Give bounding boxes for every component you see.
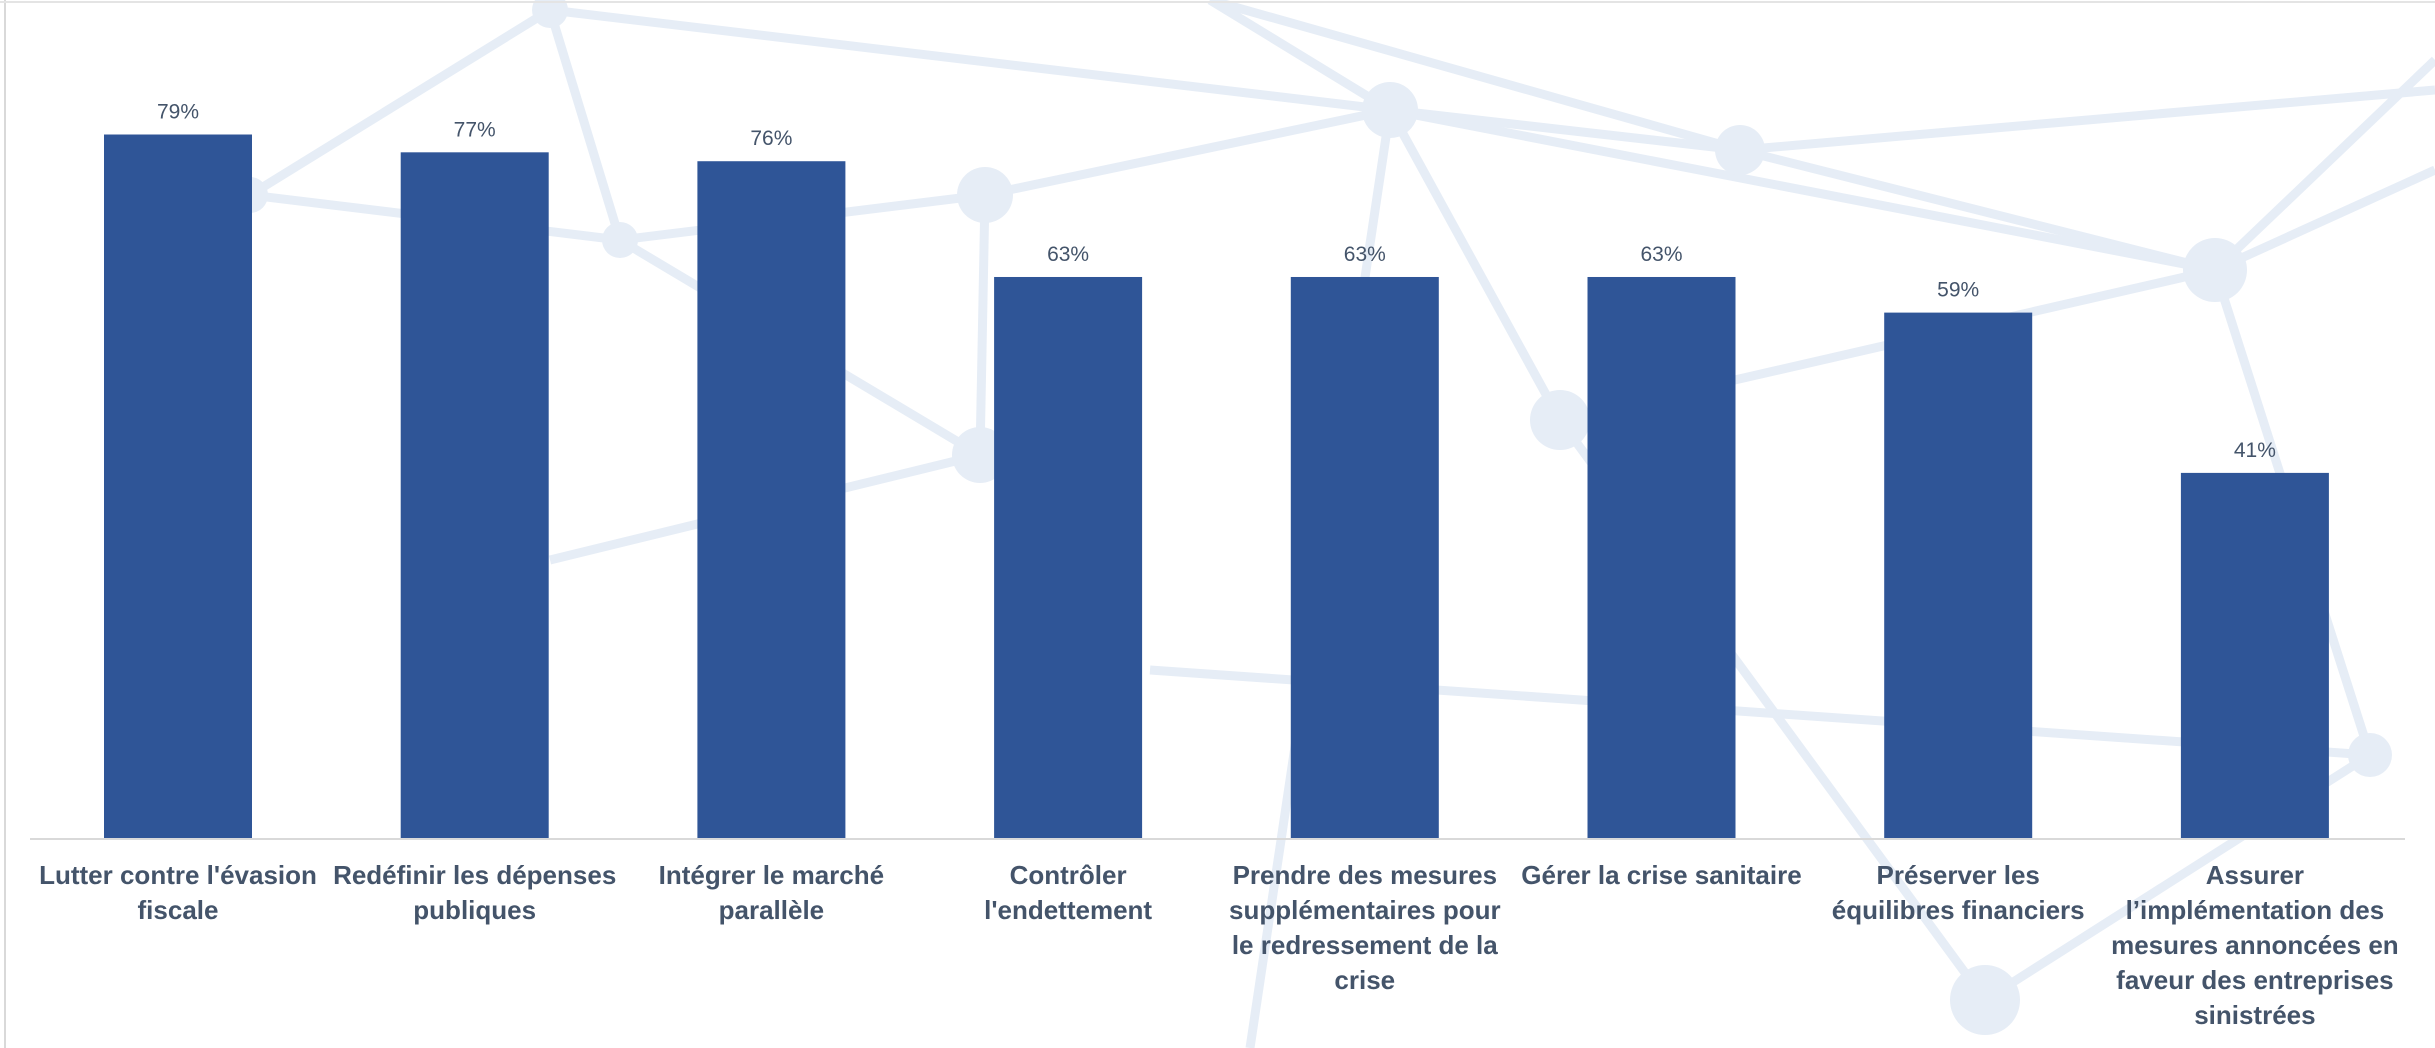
value-label: 79% xyxy=(157,101,199,124)
value-label: 41% xyxy=(2234,439,2276,462)
x-tick-label: Prendre des mesures supplémentaires pour… xyxy=(1228,860,1501,995)
bar xyxy=(1587,276,1736,838)
value-label: 63% xyxy=(1344,243,1386,266)
bar xyxy=(1884,312,2033,839)
x-tick-label: Redéfinir les dépenses publiques xyxy=(333,860,617,925)
x-tick-label: Contrôler l'endettement xyxy=(984,860,1153,925)
value-label: 76% xyxy=(750,127,792,150)
value-label: 63% xyxy=(1640,243,1682,266)
bar xyxy=(104,134,252,838)
x-tick-label: Lutter contre l'évasion fiscale xyxy=(39,860,317,925)
bar xyxy=(994,276,1143,838)
bar xyxy=(1290,276,1439,838)
value-label: 77% xyxy=(454,118,496,141)
value-label: 63% xyxy=(1047,243,1089,266)
bar xyxy=(697,161,846,839)
x-tick-label: Intégrer le marché parallèle xyxy=(658,860,885,925)
value-label: 59% xyxy=(1937,279,1979,302)
bar xyxy=(2180,472,2329,838)
bar xyxy=(400,152,549,838)
x-tick-label: Gérer la crise sanitaire xyxy=(1521,860,1802,890)
x-tick-label: Assurer l’implémentation des mesures ann… xyxy=(2111,860,2399,1030)
x-tick-label: Préserver les équilibres financiers xyxy=(1831,860,2085,925)
